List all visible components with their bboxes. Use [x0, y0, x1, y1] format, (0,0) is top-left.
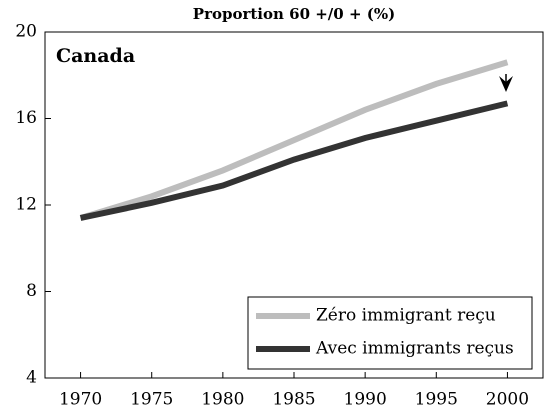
legend-label: Zéro immigrant reçu: [316, 306, 496, 326]
chart-title: Proportion 60 +/0 + (%): [193, 5, 395, 23]
y-tick-label: 8: [26, 281, 37, 301]
x-tick-label: 1990: [344, 390, 387, 410]
x-tick-label: 1995: [415, 390, 458, 410]
y-tick-label: 12: [15, 195, 37, 215]
x-tick-label: 1980: [201, 390, 244, 410]
y-tick-label: 20: [15, 22, 37, 42]
legend-box: [247, 296, 533, 370]
x-tick-label: 1985: [272, 390, 315, 410]
x-tick-label: 1975: [130, 390, 173, 410]
legend-label: Avec immigrants reçus: [315, 339, 514, 359]
x-tick-label: 1970: [59, 390, 102, 410]
arrow: [499, 74, 513, 92]
y-tick-label: 4: [26, 368, 37, 388]
line-series: [79, 59, 509, 221]
x-tick-label: 2000: [486, 390, 529, 410]
annotation: Canada: [56, 45, 135, 67]
y-tick-label: 16: [15, 108, 37, 128]
line-series: [79, 100, 509, 221]
